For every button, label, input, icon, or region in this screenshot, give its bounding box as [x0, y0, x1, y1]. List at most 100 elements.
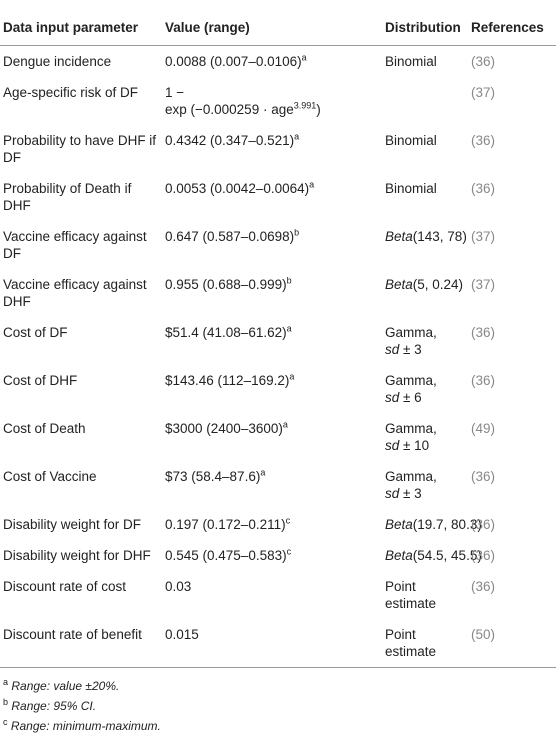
- text: Range: 95% CI.: [8, 699, 97, 713]
- line: 0.647 (0.587–0.0698)b: [165, 228, 382, 245]
- table-row: Cost of DHF $143.46 (112–169.2)a Gamma, sd …: [0, 365, 556, 413]
- value-cell: $3000 (2400–3600)a: [162, 413, 382, 461]
- reference-cell: (36): [471, 548, 496, 563]
- value-cell: 0.0088 (0.007–0.0106)a: [162, 46, 382, 78]
- text: Beta: [385, 229, 413, 244]
- text: Range: minimum-maximum.: [7, 719, 161, 733]
- reference-cell: (36): [471, 325, 496, 340]
- reference-cell: (37): [471, 277, 496, 292]
- text: Point: [385, 627, 416, 642]
- superscript: a: [260, 467, 266, 478]
- distribution-cell: Point estimate: [382, 619, 468, 668]
- superscript: a: [3, 677, 9, 687]
- line: 1 −: [165, 84, 382, 101]
- text: $143.46 (112–169.2): [165, 373, 290, 388]
- distribution-cell: Gamma, sd ± 10: [382, 413, 468, 461]
- line: Gamma,: [385, 420, 468, 437]
- text: (5, 0.24): [412, 277, 464, 292]
- line: 0.0053 (0.0042–0.0064)a: [165, 180, 382, 197]
- reference-cell: (36): [471, 517, 496, 532]
- value-cell: $143.46 (112–169.2)a: [162, 365, 382, 413]
- text: 0.0088 (0.007–0.0106): [165, 54, 302, 69]
- superscript: a: [289, 371, 295, 382]
- text: ± 10: [399, 438, 430, 453]
- text: Gamma,: [385, 325, 437, 340]
- value-cell: 0.015: [162, 619, 382, 668]
- text: sd: [385, 486, 400, 501]
- superscript: a: [301, 52, 307, 63]
- text: Beta: [385, 548, 413, 563]
- parameter-cell: Cost of Vaccine: [3, 469, 97, 484]
- text: 0.197 (0.172–0.211): [165, 517, 286, 532]
- parameter-cell: Disability weight for DHF: [3, 548, 151, 563]
- text: ± 3: [399, 486, 422, 501]
- distribution-cell: Gamma, sd ± 3: [382, 461, 468, 509]
- distribution-cell: Point estimate: [382, 571, 468, 619]
- line: Point: [385, 578, 468, 595]
- value-cell: 0.0053 (0.0042–0.0064)a: [162, 173, 382, 221]
- line: 0.955 (0.688–0.999)b: [165, 276, 382, 293]
- text: 0.545 (0.475–0.583): [165, 548, 287, 563]
- parameter-cell: Disability weight for DF: [3, 517, 142, 532]
- text: ± 6: [399, 390, 422, 405]
- distribution-cell: Beta(143, 78): [382, 221, 468, 269]
- text: estimate: [385, 644, 437, 659]
- reference-cell: (36): [471, 373, 496, 388]
- reference-cell: (36): [471, 469, 496, 484]
- reference-cell: (36): [471, 133, 496, 148]
- table-row: Vaccine efficacy against DHF 0.955 (0.688…: [0, 269, 556, 317]
- distribution-cell: Gamma, sd ± 6: [382, 365, 468, 413]
- header-row: Data input parameter Value (range) Distrib…: [0, 0, 556, 46]
- column-header: Distribution: [382, 0, 468, 46]
- line: Binomial: [385, 180, 468, 197]
- superscript: c: [286, 546, 292, 557]
- line: Gamma,: [385, 468, 468, 485]
- line: exp (−0.000259 · age3.991): [165, 101, 382, 118]
- line: Point: [385, 626, 468, 643]
- superscript: a: [286, 323, 292, 334]
- text: Gamma,: [385, 469, 437, 484]
- line: Binomial: [385, 53, 468, 70]
- footnote: b Range: 95% CI.: [3, 696, 553, 716]
- superscript: c: [3, 717, 8, 727]
- superscript: a: [294, 131, 300, 142]
- value-cell: 1 − exp (−0.000259 · age3.991): [162, 77, 382, 125]
- line: $3000 (2400–3600)a: [165, 420, 382, 437]
- value-cell: $73 (58.4–87.6)a: [162, 461, 382, 509]
- superscript: b: [3, 697, 9, 707]
- line: sd ± 3: [385, 341, 468, 358]
- text: $51.4 (41.08–61.62): [165, 325, 287, 340]
- parameter-cell: Age-specific risk of DF: [3, 85, 139, 100]
- table-row: Age-specific risk of DF 1 − exp (−0.000259…: [0, 77, 556, 125]
- text: Binomial: [385, 181, 437, 196]
- line: sd ± 10: [385, 437, 468, 454]
- text: (19.7, 80.3): [412, 517, 482, 532]
- reference-cell: (36): [471, 579, 496, 594]
- text: exp (−0.000259 · age: [165, 102, 294, 117]
- parameter-cell: Cost of DF: [3, 325, 68, 340]
- line: Beta(5, 0.24): [385, 276, 468, 293]
- text: $3000 (2400–3600): [165, 421, 283, 436]
- text: 1 −: [165, 85, 185, 100]
- text: Beta: [385, 277, 413, 292]
- text: Binomial: [385, 133, 437, 148]
- parameter-cell: Cost of DHF: [3, 373, 78, 388]
- text: Gamma,: [385, 421, 437, 436]
- table-row: Vaccine efficacy against DF 0.647 (0.587–…: [0, 221, 556, 269]
- text: Gamma,: [385, 373, 437, 388]
- text: sd: [385, 390, 400, 405]
- text: 0.4342 (0.347–0.521): [165, 133, 295, 148]
- text: ): [316, 102, 321, 117]
- table-row: Cost of DF $51.4 (41.08–61.62)a Gamma, sd ±…: [0, 317, 556, 365]
- line: Beta(19.7, 80.3): [385, 516, 482, 533]
- table-row: Cost of Death $3000 (2400–3600)a Gamma, sd …: [0, 413, 556, 461]
- column-header: Value (range): [162, 0, 382, 46]
- text: 0.955 (0.688–0.999): [165, 277, 287, 292]
- text: ± 3: [399, 342, 422, 357]
- footnotes: a Range: value ±20%. b Range: 95% CI. c Ra…: [0, 668, 556, 736]
- text: 0.03: [165, 579, 192, 594]
- reference-cell: (50): [468, 619, 556, 668]
- parameter-cell: Probability of Death if DHF: [3, 181, 132, 213]
- superscript: 3.991: [293, 100, 317, 111]
